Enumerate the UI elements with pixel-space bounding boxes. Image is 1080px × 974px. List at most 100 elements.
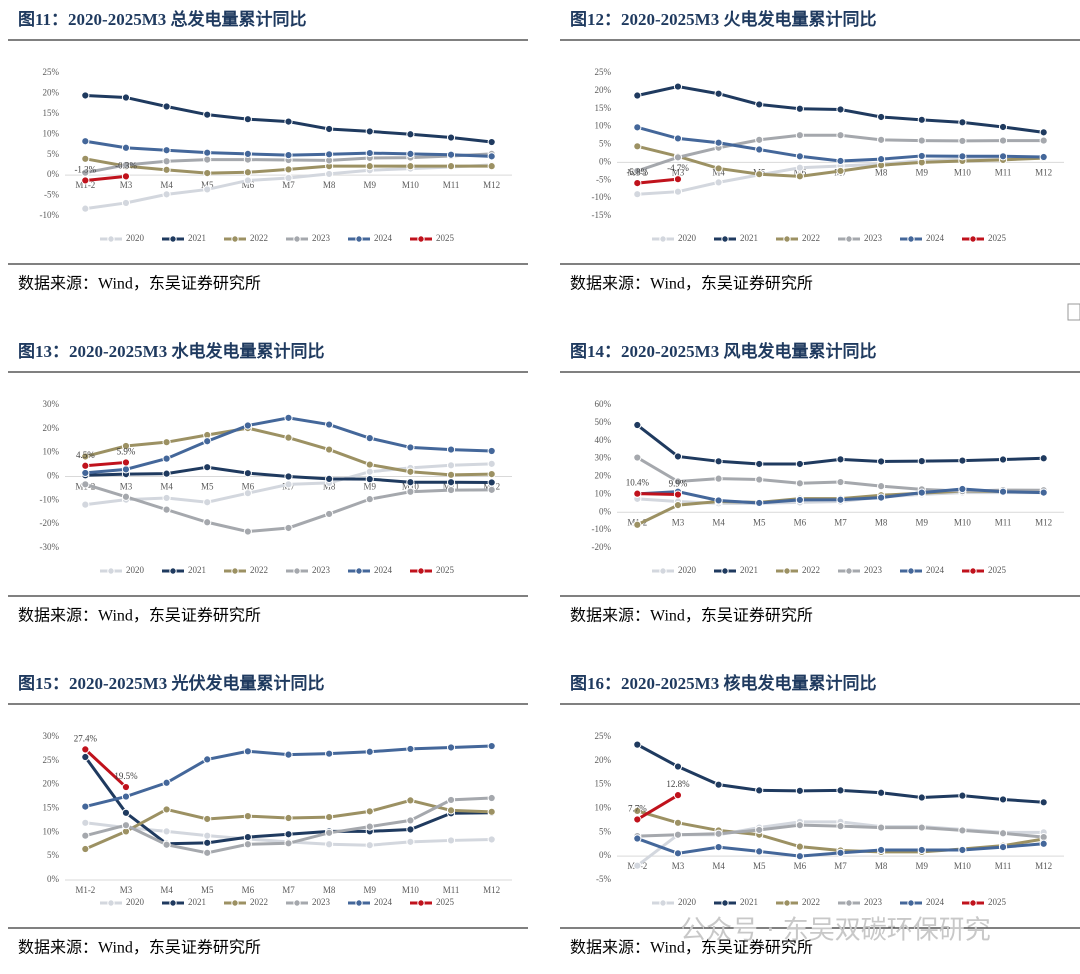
y-tick-label: 15% — [43, 803, 60, 813]
point — [162, 438, 171, 447]
point — [121, 492, 131, 501]
y-tick-label: 30% — [43, 731, 60, 741]
point — [673, 477, 683, 486]
point — [714, 829, 723, 838]
x-tick-label: M9 — [364, 482, 377, 492]
point — [81, 91, 90, 100]
x-tick-label: M10 — [954, 517, 972, 527]
point — [406, 478, 415, 487]
point — [81, 844, 90, 854]
point — [795, 163, 804, 172]
point — [673, 830, 683, 839]
legend-marker — [293, 235, 301, 243]
source-note: 数据来源：Wind，东吴证券研究所 — [18, 939, 261, 957]
point — [714, 780, 723, 789]
y-tick-label: -5% — [596, 174, 611, 184]
x-tick-label: M12 — [1035, 861, 1052, 871]
series-line — [636, 793, 679, 821]
legend-label: 2022 — [250, 897, 268, 907]
legend-label: 2021 — [740, 565, 758, 575]
source-note: 数据来源：Wind，东吴证券研究所 — [18, 607, 261, 625]
y-tick-label: 0% — [47, 169, 60, 179]
point — [81, 500, 90, 509]
legend-marker — [659, 899, 667, 907]
point — [755, 100, 764, 109]
point — [998, 122, 1008, 132]
x-tick-label: M3 — [672, 517, 685, 527]
y-tick-label: -5% — [596, 874, 611, 884]
legend-label: 2020 — [126, 233, 145, 243]
point — [203, 831, 212, 840]
y-tick-label: -15% — [592, 210, 612, 220]
legend-marker — [293, 567, 301, 575]
point — [406, 467, 415, 476]
point — [406, 816, 415, 825]
point — [714, 164, 723, 173]
point — [755, 825, 764, 835]
x-tick-label: M12 — [1035, 167, 1052, 177]
legend-label: 2020 — [678, 897, 697, 907]
point — [633, 806, 642, 815]
point — [755, 459, 764, 469]
point — [1039, 839, 1048, 848]
point — [633, 520, 642, 529]
x-tick-label: M1-2 — [75, 885, 95, 895]
point — [446, 150, 456, 159]
point — [755, 145, 764, 154]
point — [673, 490, 683, 499]
legend-marker — [969, 567, 977, 575]
point — [365, 495, 374, 504]
legend-label: 2021 — [188, 565, 206, 575]
legend-marker — [169, 899, 177, 907]
point — [958, 136, 967, 146]
point — [673, 187, 683, 196]
y-tick-label: 0% — [599, 156, 612, 166]
x-tick-label: M7 — [282, 180, 295, 190]
point — [365, 460, 374, 469]
legend-label: 2023 — [312, 897, 331, 907]
point — [877, 135, 886, 144]
x-tick-label: M3 — [672, 861, 685, 871]
point — [877, 788, 886, 797]
x-tick-label: M9 — [364, 180, 377, 190]
point — [795, 786, 804, 795]
point — [446, 478, 456, 487]
x-tick-label: M3 — [120, 180, 133, 190]
point — [81, 818, 90, 827]
point — [958, 456, 967, 465]
point — [836, 786, 845, 795]
point — [836, 495, 845, 504]
point — [795, 495, 804, 505]
legend-label: 2022 — [250, 565, 268, 575]
point — [243, 149, 252, 158]
point — [446, 836, 456, 845]
chart-title: 图15：2020-2025M3 光伏发电量累计同比 — [18, 673, 324, 693]
y-tick-label: 10% — [43, 826, 60, 836]
legend-marker — [659, 567, 667, 575]
point — [325, 124, 334, 134]
x-tick-label: M12 — [1035, 517, 1052, 527]
point — [836, 131, 845, 140]
value-label: -0.3% — [115, 160, 137, 170]
point — [162, 190, 171, 199]
chart-title: 图13：2020-2025M3 水电发电量累计同比 — [18, 341, 324, 361]
x-tick-label: M3 — [120, 482, 133, 492]
point — [446, 806, 456, 815]
y-tick-label: 30% — [43, 399, 60, 409]
point — [487, 478, 496, 487]
y-tick-label: 10% — [595, 803, 612, 813]
point — [673, 818, 683, 827]
point — [121, 172, 131, 181]
x-tick-label: M4 — [712, 861, 725, 871]
point — [1039, 128, 1048, 137]
point — [1039, 152, 1048, 162]
y-tick-label: -10% — [592, 524, 612, 534]
legend-marker — [969, 235, 977, 243]
y-tick-label: 0% — [47, 874, 60, 884]
legend-marker — [107, 899, 115, 907]
point — [1039, 136, 1048, 145]
point — [633, 142, 642, 151]
point — [203, 838, 212, 847]
legend-marker — [907, 235, 915, 243]
